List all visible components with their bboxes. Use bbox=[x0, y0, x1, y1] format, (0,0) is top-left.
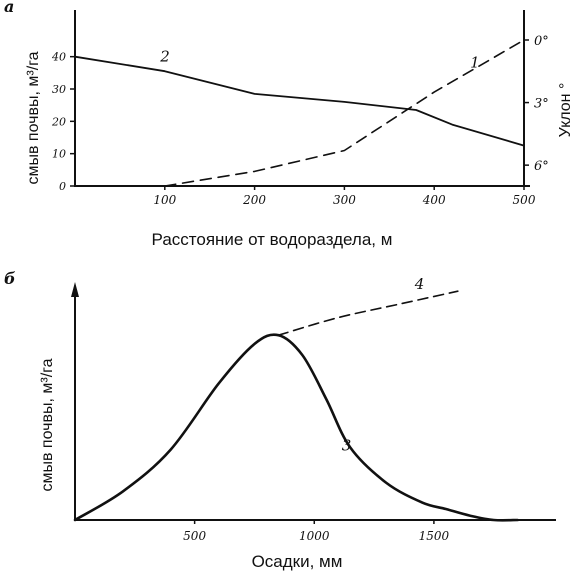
panel-b-letter: б bbox=[4, 269, 16, 288]
panel-b-x-tick-label: 1500 bbox=[419, 529, 450, 543]
panel-a-y-tick-label: 10 bbox=[52, 148, 66, 161]
panel-a-y2-tick-label: 0° bbox=[534, 34, 549, 49]
panel-a-y2-label: Уклон ° bbox=[557, 83, 574, 138]
panel-b-x-label: Осадки, мм bbox=[252, 552, 343, 571]
panel-a-x-ticks: 100 200 300 400 500 bbox=[153, 186, 536, 207]
panel-a-letter: а bbox=[4, 0, 14, 16]
panel-b-x-ticks: 500 1000 1500 bbox=[183, 520, 450, 543]
panel-a-y-tick-label: 20 bbox=[51, 115, 66, 128]
panel-a-x-tick-label: 200 bbox=[242, 193, 266, 207]
panel-b-y-label: смыв почвы, м³/га bbox=[39, 358, 56, 491]
panel-a-x-tick-label: 400 bbox=[422, 193, 446, 207]
panel-b-series-label: 3 bbox=[342, 436, 352, 454]
panel-b-x-tick-label: 500 bbox=[183, 529, 206, 543]
panel-a-y-ticks: 0 10 20 30 40 bbox=[51, 51, 75, 193]
panel-a-y-tick-label: 30 bbox=[52, 83, 66, 96]
panel-b-x-tick-label: 1000 bbox=[299, 529, 330, 543]
panel-a-series-label: 1 bbox=[470, 53, 480, 71]
panel-a-x-label: Расстояние от водораздела, м bbox=[152, 230, 393, 249]
panel-a-x-tick-label: 300 bbox=[333, 193, 356, 207]
panel-a-y2-tick-label: 6° bbox=[534, 159, 549, 174]
panel-a-x-tick-label: 100 bbox=[153, 193, 176, 207]
panel-b-curve-4 bbox=[277, 290, 459, 336]
panel-b-series-label: 4 bbox=[414, 275, 425, 293]
panel-b: б 500 1000 1500 34 Осадки, мм смыв почвы, … bbox=[4, 269, 556, 571]
panel-b-curve-3 bbox=[73, 333, 519, 522]
panel-b-y-axis-arrow bbox=[71, 282, 79, 297]
panel-a-y2-ticks: 0° 3° 6° bbox=[524, 34, 549, 174]
panel-a-y2-tick-label: 3° bbox=[534, 97, 549, 112]
panel-a-y-tick-label: 40 bbox=[51, 51, 66, 64]
panel-a-series-label: 2 bbox=[159, 48, 170, 66]
panel-a-x-tick-label: 500 bbox=[513, 193, 536, 207]
panel-b-series: 34 bbox=[73, 275, 519, 522]
panel-a-curve-1 bbox=[164, 39, 525, 187]
panel-a-y-tick-label: 0 bbox=[59, 180, 66, 193]
panel-a-curve-2 bbox=[74, 55, 525, 147]
panel-a-y-label: смыв почвы, м³/га bbox=[25, 51, 42, 184]
